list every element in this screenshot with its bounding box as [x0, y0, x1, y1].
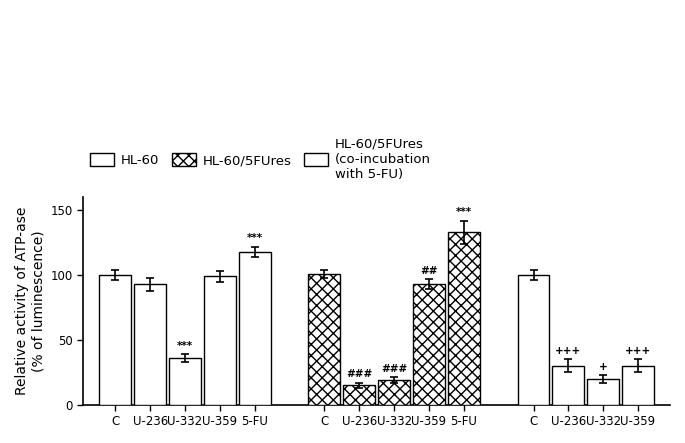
Bar: [378, 380, 410, 404]
Bar: [518, 275, 549, 404]
Text: +++: +++: [556, 346, 582, 356]
Text: ###: ###: [346, 369, 373, 379]
Bar: [552, 366, 584, 404]
Text: ***: ***: [247, 233, 263, 243]
Bar: [587, 379, 619, 404]
Text: ###: ###: [381, 364, 408, 374]
Text: ***: ***: [456, 207, 472, 218]
Bar: [308, 274, 340, 404]
Bar: [239, 252, 271, 404]
Bar: [134, 284, 166, 404]
Bar: [622, 366, 654, 404]
Text: ***: ***: [177, 341, 193, 351]
Bar: [99, 275, 132, 404]
Text: +: +: [599, 361, 608, 372]
Legend: HL-60, HL-60/5FUres, HL-60/5FUres
(co-incubation
with 5-FU): HL-60, HL-60/5FUres, HL-60/5FUres (co-in…: [90, 138, 431, 181]
Bar: [169, 358, 201, 404]
Text: +++: +++: [625, 346, 651, 356]
Bar: [413, 284, 445, 404]
Text: ##: ##: [420, 266, 438, 276]
Bar: [343, 385, 375, 404]
Bar: [448, 232, 479, 404]
Y-axis label: Relative activity of ATP-ase
(% of luminescence): Relative activity of ATP-ase (% of lumin…: [15, 207, 45, 395]
Bar: [204, 276, 236, 404]
